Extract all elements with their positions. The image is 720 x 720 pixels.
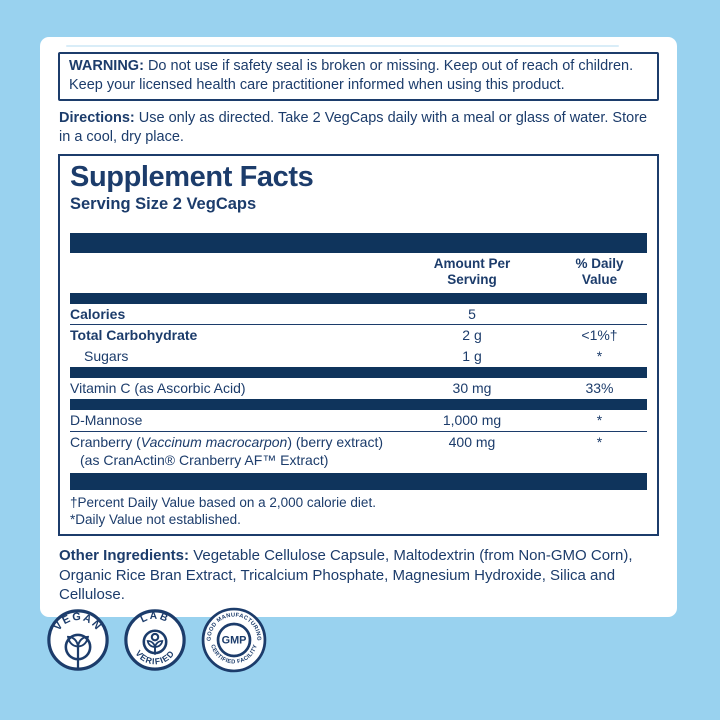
table-row-cranberry: Cranberry (Vaccinum macrocarpon) (berry … xyxy=(70,432,647,472)
row-dv: * xyxy=(596,348,603,365)
svg-text:LAB: LAB xyxy=(139,611,171,626)
svg-text:VERIFIED: VERIFIED xyxy=(133,648,176,666)
row-amount: 2 g xyxy=(462,327,482,344)
card-top-accent-line xyxy=(66,45,619,47)
row-species-name: Vaccinum macrocarpon xyxy=(140,433,288,450)
lab-verified-badge-icon: LAB VERIFIED xyxy=(123,608,187,677)
label-card: WARNING: Do not use if safety seal is br… xyxy=(40,37,677,617)
row-amount: 30 mg xyxy=(452,379,492,396)
column-header-daily-value: % Daily Value xyxy=(575,256,624,288)
row-dv: * xyxy=(596,411,603,428)
row-dv: 33% xyxy=(585,379,614,396)
row-amount: 400 mg xyxy=(448,433,496,450)
row-name: Vitamin C (as Ascorbic Acid) xyxy=(70,379,246,396)
row-name-line2: (as CranActin® Cranberry AF™ Extract) xyxy=(80,452,329,469)
gmp-badge-center-text: GMP xyxy=(222,635,247,647)
lab-badge-top-text: LAB xyxy=(139,611,169,626)
supplement-facts-title: Supplement Facts xyxy=(70,161,314,194)
supplement-facts-panel: Supplement Facts Serving Size 2 VegCaps … xyxy=(58,154,659,537)
divider-bar xyxy=(70,473,647,491)
row-name: Calories xyxy=(70,305,126,322)
row-dv: * xyxy=(596,433,603,450)
certification-badges: VEGAN LAB VERIFIED xyxy=(46,606,268,679)
divider-bar xyxy=(70,366,647,378)
row-name: Total Carbohydrate xyxy=(70,327,198,344)
warning-label: WARNING: xyxy=(69,58,144,74)
other-ingredients-label: Other Ingredients: xyxy=(59,547,190,565)
directions-text: Use only as directed. Take 2 VegCaps dai… xyxy=(59,110,648,145)
lab-badge-bottom-text: VERIFIED xyxy=(133,648,175,666)
footnote-daily-value: †Percent Daily Value based on a 2,000 ca… xyxy=(70,495,376,511)
column-header-amount: Amount Per Serving xyxy=(433,256,511,288)
footnote-not-established: *Daily Value not established. xyxy=(70,511,241,527)
vegan-badge-icon: VEGAN xyxy=(46,608,110,677)
divider-bar xyxy=(70,233,647,254)
gmp-badge-icon: GOOD MANUFACTURING CERTIFIED FACILITY GM… xyxy=(200,606,268,679)
other-ingredients: Other Ingredients: Vegetable Cellulose C… xyxy=(59,546,658,605)
row-name-prefix: Cranberry ( xyxy=(70,433,141,450)
row-dv: <1%† xyxy=(581,327,618,344)
table-row-vitamin-c: Vitamin C (as Ascorbic Acid) 30 mg 33% xyxy=(70,378,647,399)
serving-size: Serving Size 2 VegCaps xyxy=(70,195,257,214)
table-row-total-carbohydrate: Total Carbohydrate 2 g <1%† xyxy=(70,325,647,346)
directions: Directions: Use only as directed. Take 2… xyxy=(59,109,658,146)
table-row-sugars: Sugars 1 g * xyxy=(70,346,647,367)
other-ingredients-text: Vegetable Cellulose Capsule, Maltodextri… xyxy=(59,547,633,604)
row-amount: 1 g xyxy=(462,348,482,365)
row-amount: 5 xyxy=(468,305,476,322)
directions-label: Directions: xyxy=(59,110,135,127)
table-row-d-mannose: D-Mannose 1,000 mg * xyxy=(70,410,647,432)
divider-bar xyxy=(70,398,647,410)
row-name: D-Mannose xyxy=(70,411,143,428)
warning-text: Do not use if safety seal is broken or m… xyxy=(69,58,634,93)
row-name-suffix: ) (berry extract) xyxy=(287,433,384,450)
table-row-calories: Calories 5 xyxy=(70,304,647,326)
row-amount: 1,000 mg xyxy=(442,411,502,428)
table-header-row: Amount Per Serving % Daily Value xyxy=(70,253,647,292)
row-name: Sugars xyxy=(84,348,129,365)
warning-box: WARNING: Do not use if safety seal is br… xyxy=(58,52,659,102)
row-name: Cranberry (Vaccinum macrocarpon) (berry … xyxy=(70,434,392,470)
divider-bar xyxy=(70,292,647,304)
